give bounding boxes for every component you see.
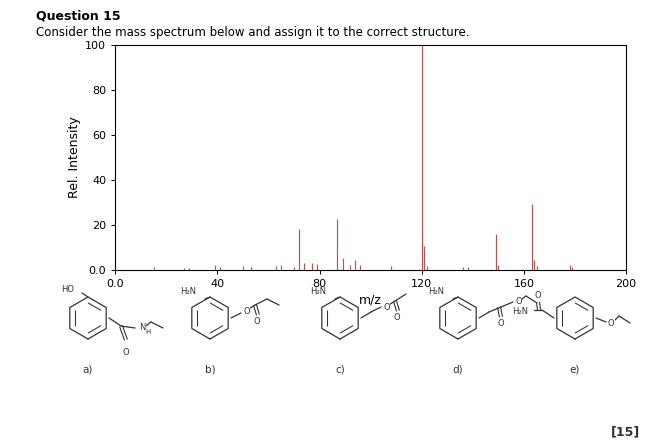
Text: H: H (145, 329, 150, 335)
Text: H₂N: H₂N (512, 308, 528, 316)
Text: O: O (534, 291, 541, 300)
Text: O: O (393, 313, 400, 322)
Text: O: O (254, 317, 260, 326)
Text: a): a) (83, 365, 93, 375)
Text: HO: HO (61, 284, 74, 294)
Text: H₂N: H₂N (428, 287, 444, 296)
Text: N: N (139, 322, 146, 332)
Text: b): b) (205, 365, 215, 375)
Text: e): e) (570, 365, 580, 375)
Text: Question 15: Question 15 (36, 10, 121, 23)
Text: O: O (608, 320, 615, 329)
Text: H₂N: H₂N (180, 287, 196, 296)
Text: O: O (498, 319, 504, 328)
Text: Consider the mass spectrum below and assign it to the correct structure.: Consider the mass spectrum below and ass… (36, 26, 470, 39)
X-axis label: m/z: m/z (359, 294, 382, 307)
Text: c): c) (335, 365, 345, 375)
Y-axis label: Rel. Intensity: Rel. Intensity (68, 117, 81, 198)
Text: O: O (515, 298, 522, 307)
Text: H₂N: H₂N (310, 287, 326, 296)
Text: d): d) (453, 365, 463, 375)
Text: O: O (383, 303, 389, 312)
Text: O: O (243, 307, 250, 316)
Text: [15]: [15] (611, 425, 640, 438)
Text: O: O (123, 348, 129, 357)
